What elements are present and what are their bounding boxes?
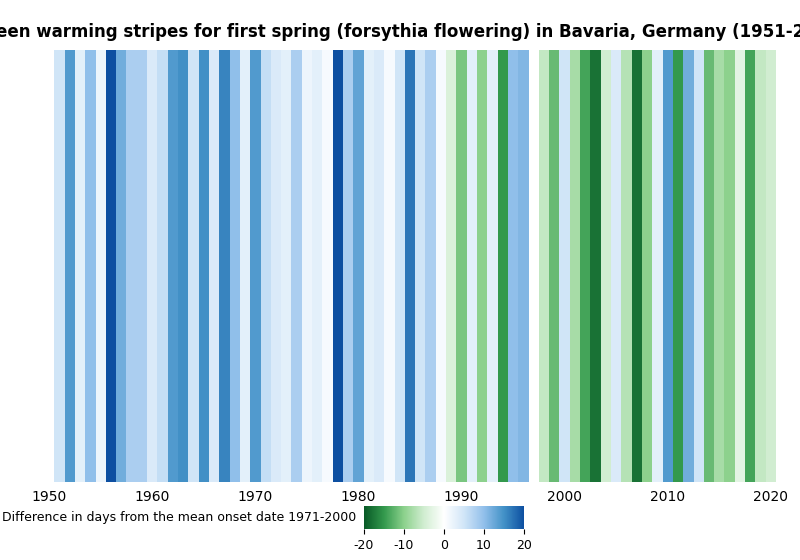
Bar [755,50,766,482]
Bar [178,50,188,482]
Bar [601,50,611,482]
Bar [54,50,65,482]
Bar [209,50,219,482]
Bar [302,50,312,482]
Bar [766,50,776,482]
Bar [652,50,662,482]
Bar [704,50,714,482]
Bar [106,50,116,482]
Bar [436,50,446,482]
Bar [539,50,549,482]
Bar [384,50,394,482]
Bar [466,50,477,482]
Bar [673,50,683,482]
Bar [734,50,745,482]
Bar [322,50,333,482]
Bar [611,50,622,482]
Bar [230,50,240,482]
Bar [426,50,436,482]
Bar [312,50,322,482]
Bar [250,50,261,482]
Bar [271,50,281,482]
Bar [714,50,725,482]
Bar [415,50,426,482]
Bar [75,50,86,482]
Bar [559,50,570,482]
Bar [498,50,508,482]
Bar [137,50,147,482]
Bar [477,50,487,482]
Bar [126,50,137,482]
Bar [291,50,302,482]
Bar [354,50,364,482]
Bar [405,50,415,482]
Text: Difference in days from the mean onset date 1971-2000: Difference in days from the mean onset d… [2,511,356,524]
Bar [116,50,126,482]
Bar [745,50,755,482]
Bar [343,50,354,482]
Bar [694,50,704,482]
Bar [580,50,590,482]
Bar [590,50,601,482]
Bar [446,50,456,482]
Bar [394,50,405,482]
Bar [95,50,106,482]
Bar [529,50,539,482]
Bar [188,50,198,482]
Bar [662,50,673,482]
Bar [281,50,291,482]
Bar [508,50,518,482]
Bar [374,50,384,482]
Bar [632,50,642,482]
Bar [240,50,250,482]
Bar [333,50,343,482]
Bar [570,50,580,482]
Bar [86,50,95,482]
Bar [364,50,374,482]
Bar [549,50,559,482]
Bar [198,50,209,482]
Bar [487,50,498,482]
Bar [456,50,466,482]
Bar [147,50,158,482]
Title: Green warming stripes for first spring (forsythia flowering) in Bavaria, Germany: Green warming stripes for first spring (… [0,22,800,40]
Bar [158,50,168,482]
Bar [168,50,178,482]
Bar [518,50,529,482]
Bar [642,50,652,482]
Bar [622,50,632,482]
Bar [219,50,230,482]
Bar [65,50,75,482]
Bar [261,50,271,482]
Bar [683,50,694,482]
Bar [725,50,734,482]
